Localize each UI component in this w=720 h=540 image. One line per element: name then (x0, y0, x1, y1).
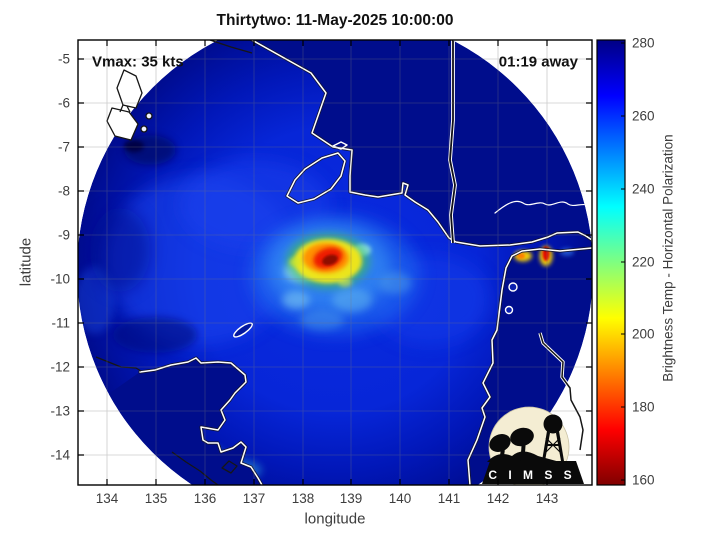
x-tick-label: 142 (486, 491, 510, 506)
logo-dish-left (489, 434, 511, 452)
storm-core (250, 215, 420, 335)
logo-text: C I M S S (488, 468, 575, 482)
coastlines-inside (138, 40, 592, 485)
colorbar-tick-label: 240 (632, 181, 655, 197)
land-new-guinea (252, 40, 592, 246)
colorbar-tick-label: 200 (632, 326, 655, 342)
x-tick-label: 141 (437, 491, 461, 506)
y-axis-label: latitude (17, 237, 35, 287)
colorbar-gradient (597, 40, 625, 485)
coast-sw-outside (95, 356, 142, 372)
logo-water-tower (543, 414, 563, 434)
plot-title: Thirtytwo: 11-May-2025 10:00:00 (216, 12, 454, 29)
x-tick-label: 138 (291, 491, 315, 506)
vmax-annotation: Vmax: 35 kts (92, 53, 184, 71)
colorbar-title: Brightness Temp - Horizontal Polarizatio… (660, 134, 676, 382)
coast-s-outside (171, 451, 219, 485)
y-tick-label: -6 (57, 95, 70, 111)
y-tick-label: -10 (50, 271, 70, 287)
x-axis-label: longitude (304, 510, 366, 528)
x-tick-label: 143 (535, 491, 559, 506)
eta-annotation: 01:19 away (498, 53, 578, 71)
logo-dish-right (510, 427, 534, 447)
colorbar-tick-label: 280 (632, 35, 655, 51)
y-tick-label: -7 (57, 139, 70, 155)
axis-ticks (78, 40, 592, 485)
gridlines (78, 40, 592, 485)
colorbar-tick-label: 260 (632, 108, 655, 124)
colorbar-tick-label: 180 (632, 399, 655, 415)
small-convective-cells (514, 246, 574, 266)
x-tick-label: 137 (242, 491, 266, 506)
x-tick-label: 140 (388, 491, 412, 506)
islet-dolak-north (332, 141, 348, 150)
island-wessel (233, 322, 253, 338)
y-tick-label: -12 (50, 359, 70, 375)
x-tick-label: 135 (144, 491, 168, 506)
x-tick-label: 139 (339, 491, 363, 506)
island-gulf-2 (504, 305, 514, 315)
x-tick-label: 136 (193, 491, 217, 506)
border-141e (448, 40, 457, 244)
map-area: C I M S S (78, 40, 592, 485)
y-tick-label: -13 (50, 403, 70, 419)
aru-island-1 (116, 69, 143, 109)
coastlines-outside (95, 40, 585, 485)
coast-arnhem (139, 357, 263, 485)
y-tick-label: -9 (57, 227, 70, 243)
colorbar-tick-label: 220 (632, 254, 655, 270)
logo-silhouettes (487, 414, 564, 463)
y-tick-label: -11 (51, 315, 70, 331)
colorbar-ticks (621, 42, 625, 481)
islet-s-outside (221, 460, 238, 474)
axes-frame (77, 39, 593, 486)
y-tick-label: -14 (50, 447, 70, 463)
island-gulf-1 (508, 282, 518, 292)
y-tick-label: -8 (57, 183, 70, 199)
aru-island-2 (106, 107, 139, 141)
river-fly (494, 200, 591, 214)
aru-islet-2 (140, 125, 148, 133)
logo-banner (482, 461, 584, 484)
aru-islet-1 (145, 112, 153, 120)
swath-circle (78, 40, 592, 485)
river-gulf-east (538, 332, 585, 451)
colorbar (596, 39, 626, 486)
cimss-logo: C I M S S (482, 406, 584, 485)
x-tick-label: 134 (95, 491, 119, 506)
y-tick-label: -5 (57, 51, 70, 67)
island-dolak (286, 152, 346, 204)
colorbar-tick-label: 160 (632, 472, 655, 488)
coast-cape-york (467, 247, 592, 485)
coast-nw-outside (209, 40, 253, 54)
